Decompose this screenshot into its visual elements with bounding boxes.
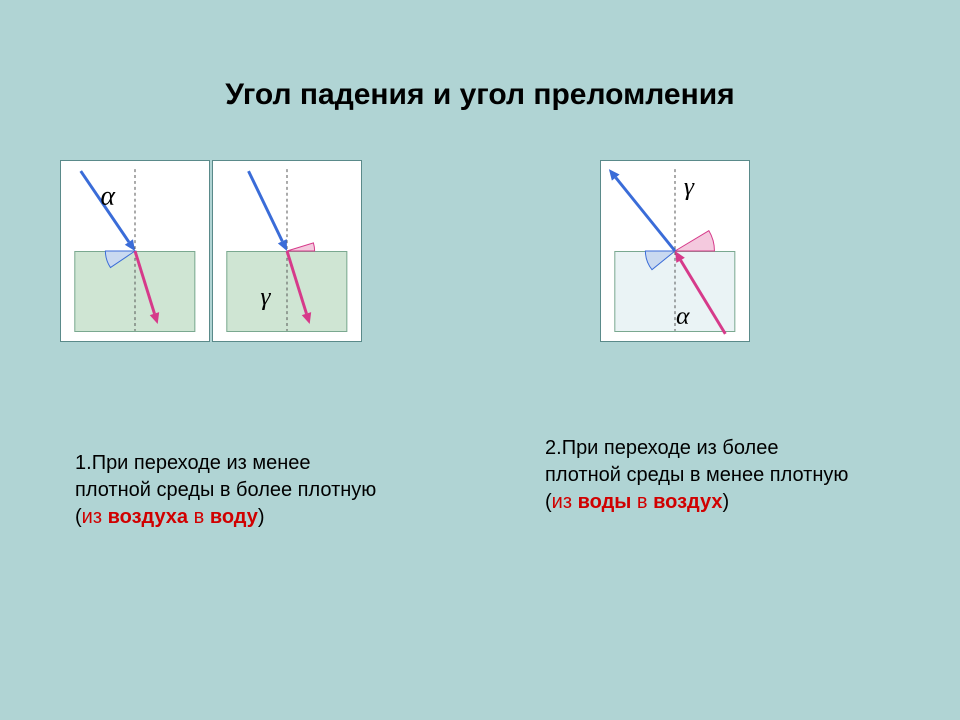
panel-right: γα <box>600 160 750 342</box>
caption-close: ) <box>722 491 729 513</box>
caption-num: 2. <box>545 437 562 459</box>
left-diagram-pair: α γ <box>60 160 362 342</box>
rays-alpha: α <box>61 161 209 341</box>
rays-right: γα <box>601 161 749 341</box>
rays-gamma: γ <box>213 161 361 341</box>
caption-red-bold: воды <box>578 491 632 513</box>
right-diagram: γα <box>600 160 750 342</box>
caption-red: из <box>552 491 578 513</box>
panel-gamma: γ <box>212 160 362 342</box>
panel-alpha: α <box>60 160 210 342</box>
svg-text:α: α <box>676 301 690 330</box>
caption-red: в <box>188 506 210 528</box>
svg-text:α: α <box>100 180 115 211</box>
caption-left: 1.При переходе из менее плотной среды в … <box>75 450 385 531</box>
caption-red: в <box>631 491 653 513</box>
caption-num: 1. <box>75 452 92 474</box>
caption-close: ) <box>258 506 265 528</box>
caption-red-bold: воздух <box>653 491 722 513</box>
svg-text:γ: γ <box>684 172 695 201</box>
svg-text:γ: γ <box>260 281 271 310</box>
caption-red: из <box>82 506 108 528</box>
page-title: Угол падения и угол преломления <box>0 78 960 112</box>
caption-red-bold: воздуха <box>108 506 188 528</box>
caption-right: 2.При переходе из более плотной среды в … <box>545 435 855 516</box>
caption-red-bold: воду <box>210 506 258 528</box>
